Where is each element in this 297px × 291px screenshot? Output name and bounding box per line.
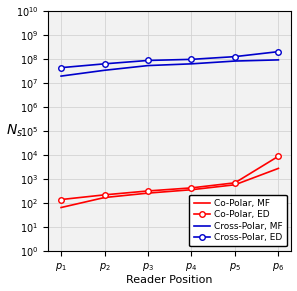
Cross-Polar, MF <box>103 68 106 72</box>
Legend: Co-Polar, MF, Co-Polar, ED, Cross-Polar, MF, Cross-Polar, ED: Co-Polar, MF, Co-Polar, ED, Cross-Polar,… <box>189 195 287 246</box>
Line: Co-Polar, MF: Co-Polar, MF <box>61 168 278 207</box>
Cross-Polar, MF <box>277 58 280 62</box>
Cross-Polar, ED <box>103 62 106 65</box>
Cross-Polar, MF <box>190 62 193 65</box>
Line: Cross-Polar, ED: Cross-Polar, ED <box>58 49 281 70</box>
Co-Polar, MF <box>146 191 150 195</box>
Co-Polar, ED <box>190 186 193 190</box>
Y-axis label: $N_s$: $N_s$ <box>6 123 23 139</box>
Co-Polar, MF <box>233 183 237 187</box>
Co-Polar, MF <box>277 167 280 170</box>
Co-Polar, MF <box>103 196 106 199</box>
Cross-Polar, ED <box>233 55 237 58</box>
Cross-Polar, ED <box>59 66 63 70</box>
Line: Co-Polar, ED: Co-Polar, ED <box>58 153 281 202</box>
X-axis label: Reader Position: Reader Position <box>127 276 213 285</box>
Co-Polar, MF <box>59 206 63 209</box>
Cross-Polar, MF <box>233 59 237 63</box>
Cross-Polar, MF <box>59 74 63 78</box>
Co-Polar, ED <box>59 198 63 201</box>
Cross-Polar, ED <box>277 50 280 53</box>
Cross-Polar, ED <box>146 59 150 62</box>
Line: Cross-Polar, MF: Cross-Polar, MF <box>61 60 278 76</box>
Co-Polar, ED <box>233 181 237 184</box>
Co-Polar, ED <box>277 155 280 158</box>
Cross-Polar, MF <box>146 64 150 67</box>
Co-Polar, ED <box>146 189 150 193</box>
Cross-Polar, ED <box>190 58 193 61</box>
Co-Polar, ED <box>103 193 106 197</box>
Co-Polar, MF <box>190 188 193 191</box>
